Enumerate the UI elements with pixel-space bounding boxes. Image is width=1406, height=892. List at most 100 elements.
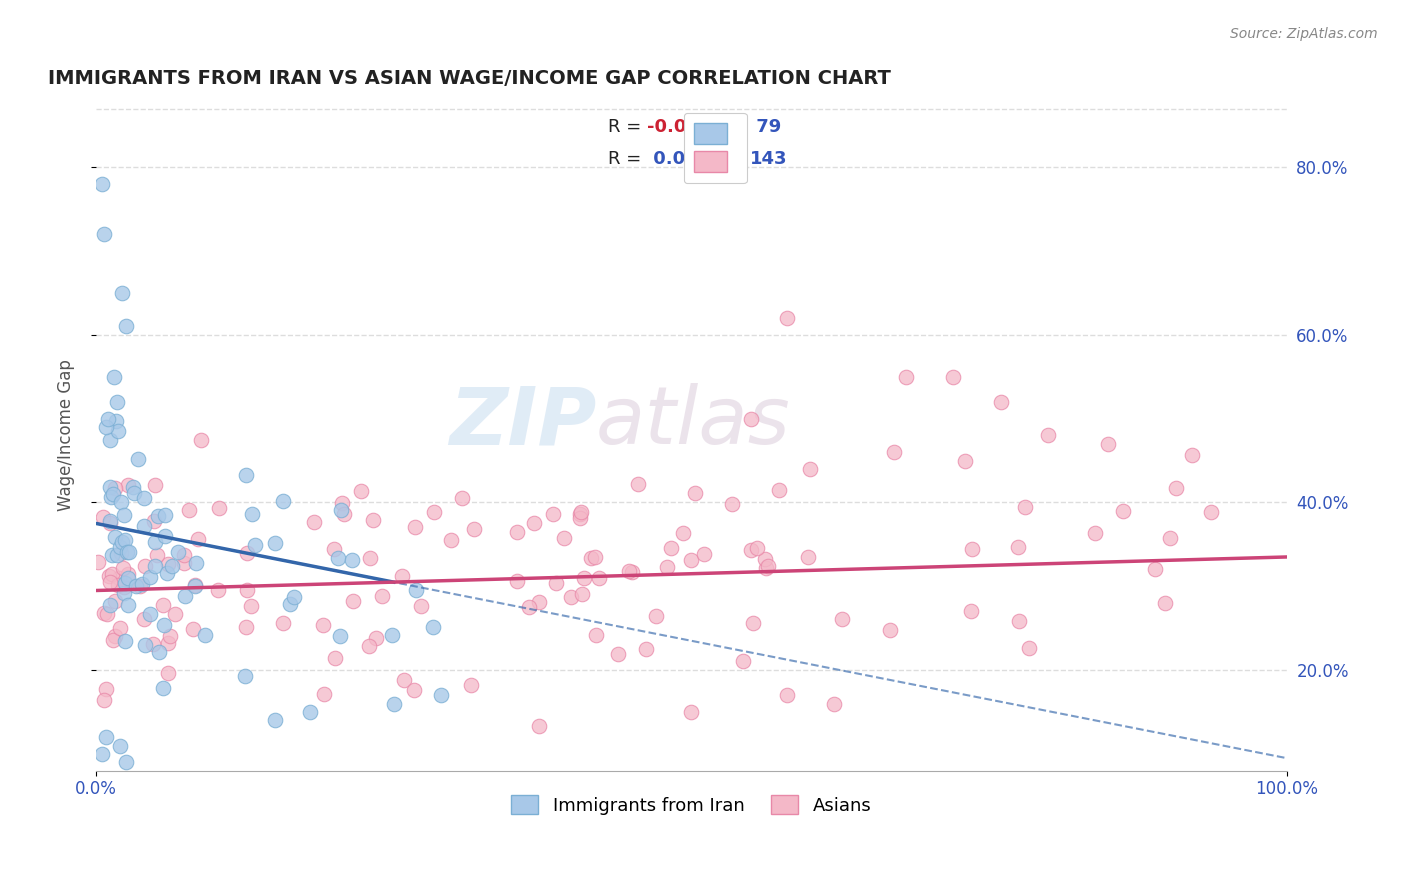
Point (775, 688, 797, 702)
Point (156, 557, 179, 571)
Point (104, 629, 127, 643)
Point (243, 538, 266, 552)
Point (747, 541, 769, 556)
Point (118, 545, 141, 559)
Point (942, 369, 965, 384)
Point (553, 531, 575, 545)
Point (756, 559, 779, 574)
Point (681, 705, 703, 719)
Point (768, 483, 790, 497)
Point (278, 597, 301, 611)
Point (264, 536, 287, 550)
Point (560, 590, 582, 604)
Point (143, 559, 166, 574)
Point (350, 483, 373, 498)
Point (143, 534, 166, 549)
Point (100, 567, 122, 582)
Text: N =: N = (716, 118, 755, 136)
Point (110, 495, 132, 509)
Point (124, 579, 146, 593)
Point (679, 553, 702, 567)
Point (273, 493, 295, 508)
Point (208, 501, 231, 516)
Point (363, 513, 385, 527)
Point (108, 739, 131, 753)
Point (134, 559, 156, 574)
Point (240, 599, 263, 614)
Point (655, 559, 678, 574)
Point (103, 369, 125, 384)
Point (619, 565, 641, 579)
Point (463, 522, 485, 536)
Point (1199, 505, 1222, 519)
Point (100, 490, 122, 504)
Point (122, 480, 145, 494)
Point (606, 647, 628, 661)
Point (569, 510, 592, 524)
Point (451, 491, 474, 506)
Point (104, 594, 127, 608)
Point (98, 516, 121, 530)
Point (174, 589, 197, 603)
Point (527, 718, 550, 732)
Point (101, 548, 124, 562)
Point (97, 411, 120, 425)
Point (273, 616, 295, 631)
Point (152, 681, 174, 696)
Point (517, 599, 540, 614)
Point (1018, 640, 1040, 655)
Point (391, 569, 413, 583)
Point (423, 505, 446, 519)
Point (163, 607, 186, 621)
Point (755, 561, 778, 575)
Point (193, 628, 215, 642)
Point (153, 617, 176, 632)
Point (143, 478, 166, 492)
Point (101, 633, 124, 648)
Point (105, 548, 128, 562)
Point (145, 548, 167, 562)
Point (159, 629, 181, 643)
Point (155, 508, 177, 523)
Point (117, 571, 139, 585)
Point (96, 607, 118, 622)
Point (960, 604, 983, 618)
Point (142, 514, 165, 528)
Point (572, 571, 595, 585)
Point (571, 586, 593, 600)
Point (148, 645, 170, 659)
Point (1181, 449, 1204, 463)
Point (114, 533, 136, 548)
Point (98, 433, 121, 447)
Point (114, 575, 136, 590)
Point (155, 529, 177, 543)
Point (322, 541, 344, 556)
Point (381, 628, 404, 642)
Point (430, 688, 453, 702)
Point (132, 519, 155, 533)
Point (411, 599, 433, 614)
Point (107, 578, 129, 592)
Point (177, 503, 200, 517)
Point (332, 496, 354, 510)
Point (236, 545, 259, 559)
Point (330, 503, 353, 517)
Point (138, 570, 160, 584)
Point (115, 545, 138, 559)
Point (93, 606, 115, 620)
Point (181, 622, 204, 636)
Point (160, 558, 183, 573)
Point (583, 549, 606, 564)
Point (263, 714, 285, 728)
Point (94, 682, 117, 697)
Point (117, 477, 139, 491)
Point (541, 507, 564, 521)
Point (91, 177, 114, 191)
Point (953, 453, 976, 467)
Point (366, 631, 388, 645)
Point (184, 556, 207, 570)
Point (333, 508, 356, 522)
Point (107, 395, 129, 409)
Point (142, 637, 165, 651)
Point (117, 598, 139, 612)
